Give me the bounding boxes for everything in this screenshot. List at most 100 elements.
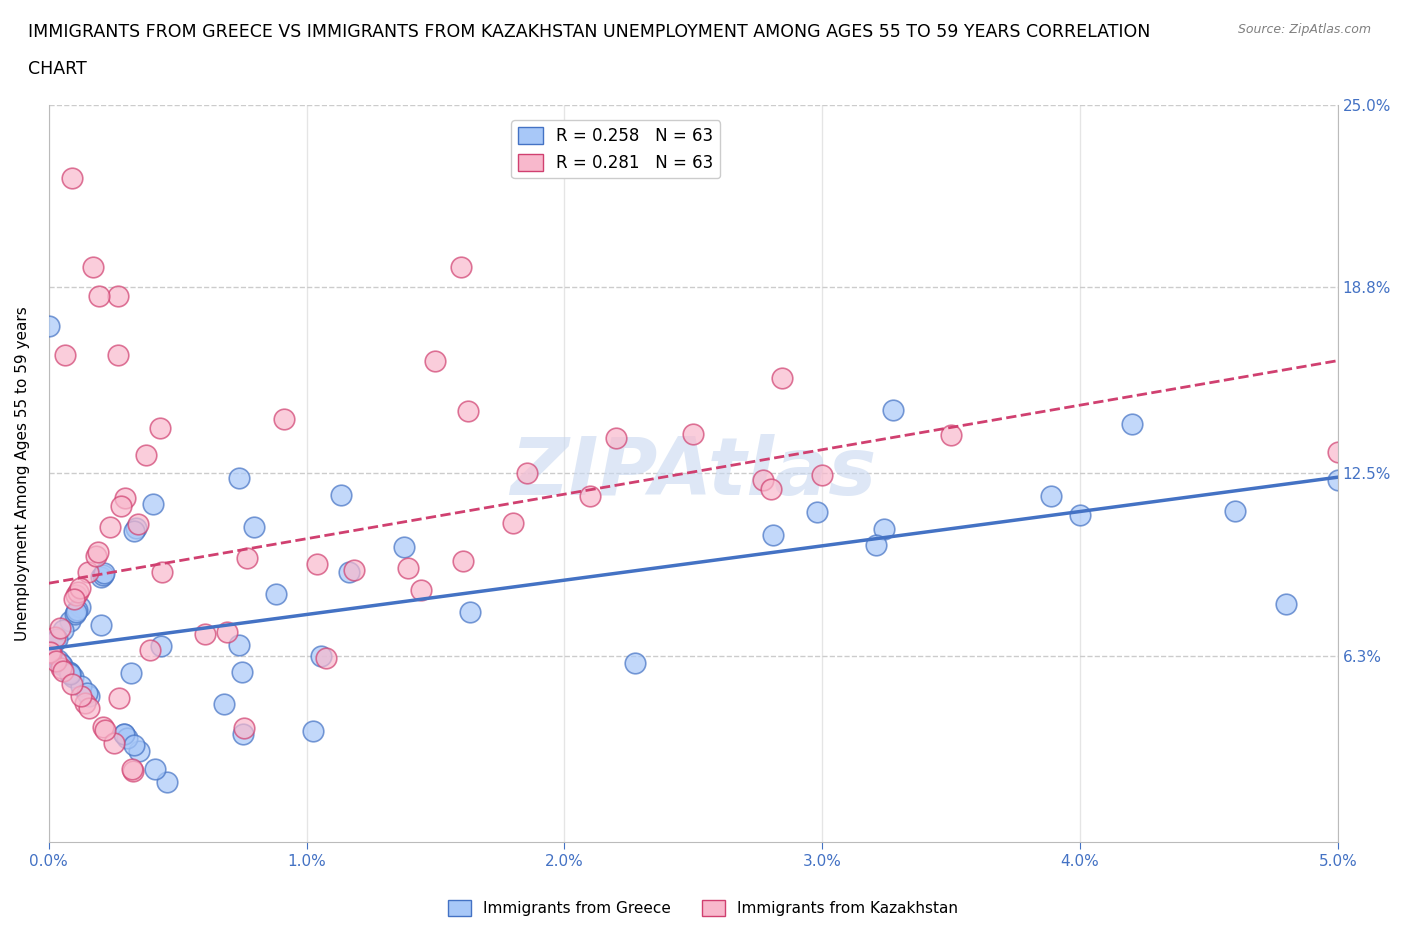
Point: [51, 657, 73, 671]
Point: [103, 736, 125, 751]
Point: [87, 544, 110, 559]
Point: [51, 658, 73, 672]
Point: [39, 645, 62, 660]
Point: [138, 643, 160, 658]
Point: [125, 521, 148, 536]
Point: [62, 670, 84, 684]
Point: [79, 688, 101, 703]
Point: [84, 549, 107, 564]
Point: [127, 516, 149, 531]
Point: [82, 259, 104, 274]
Point: [90, 618, 112, 633]
Point: [69, 580, 91, 595]
Point: [150, 565, 173, 579]
Point: [1069, 507, 1091, 522]
Point: [52, 663, 75, 678]
Point: [215, 624, 238, 639]
Point: [112, 726, 135, 741]
Point: [236, 551, 259, 565]
Point: [578, 488, 600, 503]
Point: [149, 420, 172, 435]
Point: [865, 538, 887, 552]
Point: [882, 403, 904, 418]
Point: [228, 638, 250, 653]
Point: [39, 640, 62, 655]
Point: [309, 648, 332, 663]
Point: [516, 466, 538, 481]
Y-axis label: Unemployment Among Ages 55 to 59 years: Unemployment Among Ages 55 to 59 years: [15, 306, 30, 641]
Point: [752, 472, 775, 487]
Point: [1326, 445, 1348, 459]
Point: [58, 665, 80, 680]
Point: [110, 498, 132, 513]
Point: [65, 604, 87, 619]
Point: [69, 688, 91, 703]
Point: [60, 676, 83, 691]
Point: [70, 679, 93, 694]
Point: [114, 490, 136, 505]
Point: [107, 348, 129, 363]
Point: [108, 690, 131, 705]
Point: [392, 539, 415, 554]
Point: [264, 587, 287, 602]
Point: [117, 731, 139, 746]
Point: [122, 524, 145, 538]
Point: [38, 643, 60, 658]
Point: [91, 567, 114, 582]
Point: [120, 665, 142, 680]
Point: [623, 656, 645, 671]
Point: [396, 561, 419, 576]
Text: CHART: CHART: [28, 60, 87, 78]
Point: [52, 623, 75, 638]
Point: [770, 370, 793, 385]
Point: [89, 289, 111, 304]
Point: [59, 667, 82, 682]
Point: [811, 468, 834, 483]
Text: Source: ZipAtlas.com: Source: ZipAtlas.com: [1237, 23, 1371, 36]
Point: [411, 583, 433, 598]
Point: [156, 775, 179, 790]
Point: [143, 762, 166, 777]
Point: [1223, 504, 1246, 519]
Point: [315, 650, 337, 665]
Point: [232, 726, 254, 741]
Point: [112, 726, 135, 741]
Point: [59, 613, 82, 628]
Point: [45, 631, 67, 646]
Point: [1040, 488, 1063, 503]
Point: [90, 569, 112, 584]
Point: [450, 259, 472, 274]
Point: [231, 665, 253, 680]
Point: [214, 697, 236, 711]
Point: [45, 654, 67, 669]
Point: [79, 701, 101, 716]
Point: [75, 695, 97, 710]
Point: [232, 721, 254, 736]
Point: [194, 626, 217, 641]
Point: [91, 720, 114, 735]
Point: [502, 515, 524, 530]
Point: [1275, 596, 1298, 611]
Point: [107, 289, 129, 304]
Point: [605, 431, 627, 445]
Point: [939, 427, 962, 442]
Point: [38, 318, 60, 333]
Point: [63, 592, 86, 607]
Point: [122, 764, 145, 778]
Point: [425, 353, 447, 368]
Point: [457, 404, 479, 418]
Point: [44, 633, 66, 648]
Point: [63, 606, 86, 621]
Point: [228, 471, 250, 485]
Point: [46, 653, 69, 668]
Point: [49, 620, 72, 635]
Point: [128, 744, 150, 759]
Point: [149, 639, 172, 654]
Point: [806, 505, 828, 520]
Point: [1326, 472, 1348, 487]
Point: [93, 565, 115, 580]
Legend: Immigrants from Greece, Immigrants from Kazakhstan: Immigrants from Greece, Immigrants from …: [441, 894, 965, 923]
Point: [243, 520, 266, 535]
Point: [302, 724, 325, 738]
Point: [39, 644, 62, 659]
